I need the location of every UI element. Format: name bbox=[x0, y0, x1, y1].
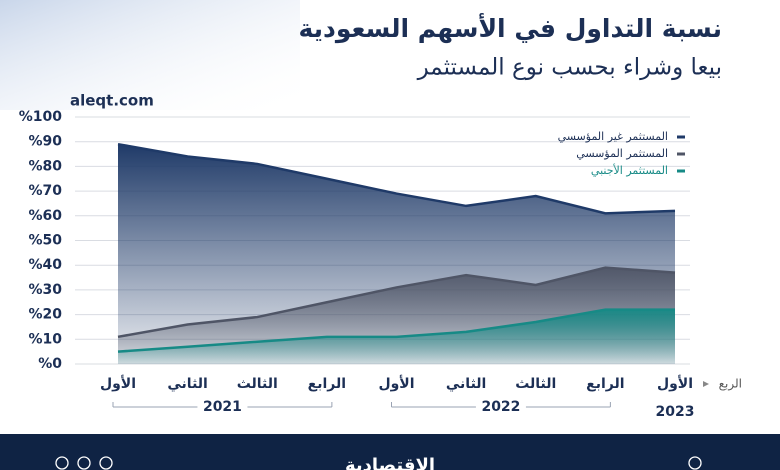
header-decoration bbox=[0, 0, 300, 110]
y-tick-label: %70 bbox=[28, 183, 62, 199]
chart-subtitle: بيعا وشراء بحسب نوع المستثمر bbox=[417, 55, 722, 81]
area-edge bbox=[117, 266, 676, 339]
legend-label: المستثمر غير المؤسسي bbox=[558, 130, 668, 143]
social-icon[interactable] bbox=[55, 456, 69, 470]
y-tick-label: %0 bbox=[38, 356, 62, 372]
year-label: 2022 bbox=[481, 399, 520, 415]
x-tick-label: الثالث bbox=[515, 376, 556, 392]
area-edge bbox=[117, 308, 675, 353]
x-tick-label: الرابع bbox=[586, 376, 624, 392]
social-icon[interactable] bbox=[77, 456, 91, 470]
x-tick-label: الثاني bbox=[167, 376, 207, 392]
area-edge bbox=[117, 142, 676, 215]
site-icon[interactable] bbox=[688, 456, 702, 470]
x-tick-label: الأول bbox=[100, 375, 136, 392]
y-tick-label: %10 bbox=[28, 331, 62, 347]
x-axis-label: الربع bbox=[719, 377, 742, 392]
year-label: 2021 bbox=[203, 399, 242, 415]
x-tick-label: الثالث bbox=[237, 376, 278, 392]
y-tick-label: %50 bbox=[28, 233, 62, 249]
chart-title: نسبة التداول في الأسهم السعودية bbox=[298, 13, 722, 44]
x-tick-label: الأول bbox=[378, 375, 414, 392]
y-tick-label: %30 bbox=[28, 282, 62, 298]
social-icon[interactable] bbox=[99, 456, 113, 470]
source: aleqt.com bbox=[70, 92, 154, 110]
y-tick-label: %40 bbox=[28, 257, 62, 273]
y-tick-label: %80 bbox=[28, 158, 62, 174]
x-tick-label: الثاني bbox=[446, 376, 486, 392]
x-tick-label: الرابع bbox=[308, 376, 346, 392]
footer-bar bbox=[0, 434, 780, 470]
y-tick-label: %60 bbox=[28, 208, 62, 224]
legend-label: المستثمر الأجنبي bbox=[591, 163, 668, 177]
legend-label: المستثمر المؤسسي bbox=[576, 147, 668, 160]
y-tick-label: %90 bbox=[28, 134, 62, 150]
y-tick-label: %100 bbox=[19, 109, 63, 125]
year-label: 2023 bbox=[656, 404, 695, 420]
x-tick-label: الأول bbox=[657, 375, 693, 392]
y-tick-label: %20 bbox=[28, 307, 62, 323]
footer-logo: الاقتصادية bbox=[345, 455, 435, 470]
axis-arrow bbox=[703, 381, 709, 387]
